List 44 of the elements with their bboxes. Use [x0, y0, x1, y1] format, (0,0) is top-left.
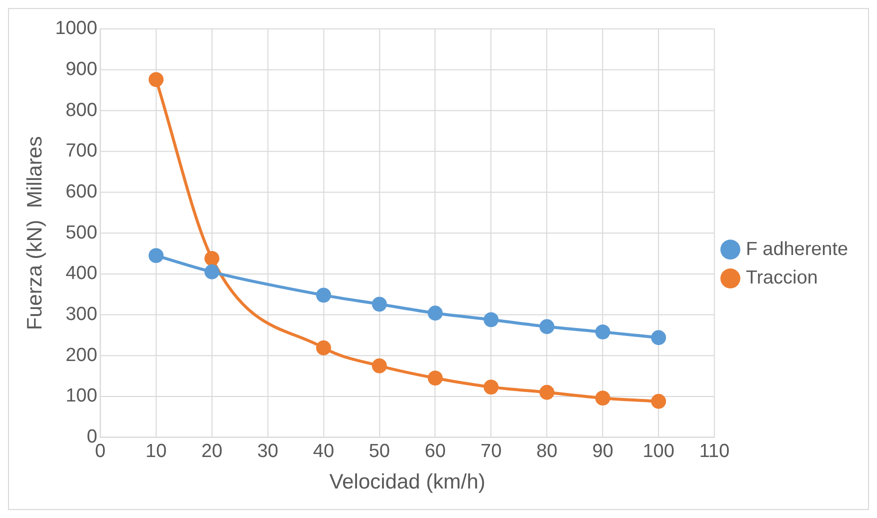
point	[148, 72, 164, 88]
point	[316, 288, 332, 303]
x-tick-label: 90	[592, 440, 614, 462]
x-tick-label: 110	[699, 440, 730, 462]
x-tick-label: 10	[146, 440, 167, 462]
y-tick-label: 400	[66, 263, 98, 284]
x-tick-label: 70	[480, 440, 502, 462]
point	[372, 358, 387, 374]
x-tick-label: 30	[257, 440, 278, 462]
point	[428, 370, 443, 386]
point	[595, 390, 610, 406]
point	[316, 340, 332, 356]
y-tick-label: 1000	[55, 18, 98, 40]
x-tick-label: 40	[313, 440, 334, 462]
point	[428, 306, 443, 321]
y-tick-label: 800	[66, 100, 98, 121]
point	[204, 264, 220, 280]
point	[651, 330, 666, 346]
point	[484, 380, 499, 395]
point	[539, 319, 554, 334]
x-tick-label: 100	[642, 440, 674, 462]
x-tick-label: 60	[424, 440, 446, 462]
legend-label: F adherente	[746, 238, 848, 260]
y-tick-label: 100	[66, 386, 98, 407]
point	[372, 296, 387, 312]
y-tick-label: 500	[66, 222, 98, 244]
point	[651, 394, 666, 409]
y-tick-label: 0	[86, 426, 98, 448]
point	[148, 248, 164, 264]
x-tick-label: 20	[201, 440, 222, 462]
x-tick-label: 50	[368, 440, 390, 462]
point	[595, 324, 610, 340]
x-axis-title: Velocidad (km/h)	[329, 470, 486, 494]
y-axis-title: Fuerza (kN) Millares	[23, 136, 46, 330]
legend-label: Traccion	[746, 268, 818, 289]
y-tick-label: 300	[66, 304, 98, 325]
y-tick-label: 200	[66, 344, 98, 366]
y-tick-label: 600	[66, 181, 98, 202]
y-tick-label: 900	[66, 58, 98, 80]
x-tick-label: 80	[536, 440, 558, 462]
point	[539, 384, 554, 400]
point	[204, 250, 220, 266]
point	[484, 312, 499, 328]
y-tick-label: 700	[66, 140, 98, 162]
